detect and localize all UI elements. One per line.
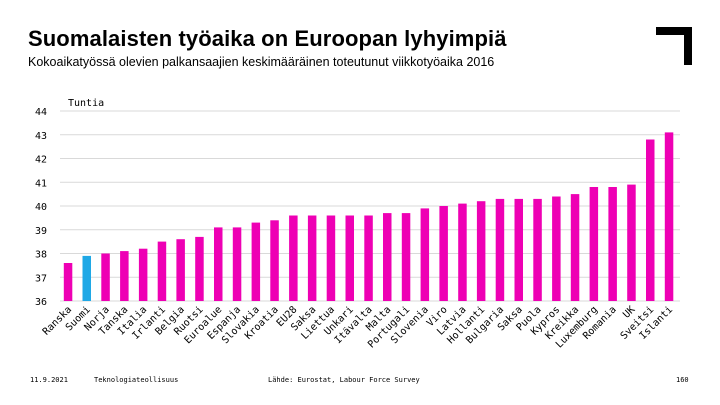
bar-latvia: [458, 203, 467, 301]
bar-uk: [627, 184, 636, 301]
y-tick-label: 42: [35, 155, 47, 166]
bar-kreikka: [570, 194, 580, 301]
bar-eu28: [289, 215, 298, 301]
brand-logo-icon: [656, 27, 692, 65]
y-tick-label: 39: [35, 226, 47, 237]
bar-norja: [101, 253, 110, 301]
bar-euroalue: [214, 227, 223, 301]
bar-slovakia: [251, 222, 261, 301]
bar-romania: [608, 187, 617, 301]
bar-ruotsi: [195, 236, 204, 301]
y-axis-label: Tuntia: [68, 98, 104, 109]
footer-date: 11.9.2021: [30, 376, 68, 384]
page-number: 160: [676, 376, 689, 384]
bar-puola: [533, 198, 542, 301]
bar-unkari: [345, 215, 354, 301]
y-tick-label: 43: [35, 131, 47, 142]
bar-liettua: [326, 215, 336, 301]
y-tick-label: 36: [35, 297, 47, 308]
bar-luxemburg: [589, 187, 599, 301]
bar-itävalta: [364, 215, 373, 301]
bar-slovenia: [420, 208, 430, 301]
footer-organization: Teknologiateollisuus: [94, 376, 179, 384]
bar-kroatia: [270, 220, 279, 301]
bar-hollanti: [476, 201, 486, 301]
bar-bulgaria: [495, 198, 505, 301]
bar-tanska: [120, 251, 129, 301]
bar-portugali: [401, 213, 411, 301]
y-tick-label: 41: [35, 178, 47, 189]
page-subtitle: Kokoaikatyössä olevien palkansaajien kes…: [28, 55, 495, 69]
bar-belgia: [176, 239, 185, 301]
bar-ranska: [63, 263, 73, 301]
bar-irlanti: [157, 241, 167, 301]
footer-source: Lähde: Eurostat, Labour Force Survey: [268, 376, 420, 384]
y-tick-label: 40: [35, 202, 47, 213]
bar-malta: [383, 213, 392, 301]
bar-suomi: [82, 255, 91, 301]
bar-kypros: [552, 196, 561, 301]
page-title: Suomalaisten työaika on Euroopan lyhyimp…: [28, 26, 507, 51]
y-tick-label: 38: [35, 250, 47, 261]
y-tick-label: 37: [35, 273, 47, 284]
bar-sveitsi: [646, 139, 655, 301]
bar-viro: [439, 206, 448, 301]
bar-islanti: [664, 132, 674, 301]
bar-saksa: [514, 198, 523, 301]
y-tick-label: 44: [35, 107, 47, 118]
bar-italia: [138, 248, 148, 301]
bar-saksa: [307, 215, 317, 301]
bar-espanja: [232, 227, 242, 301]
